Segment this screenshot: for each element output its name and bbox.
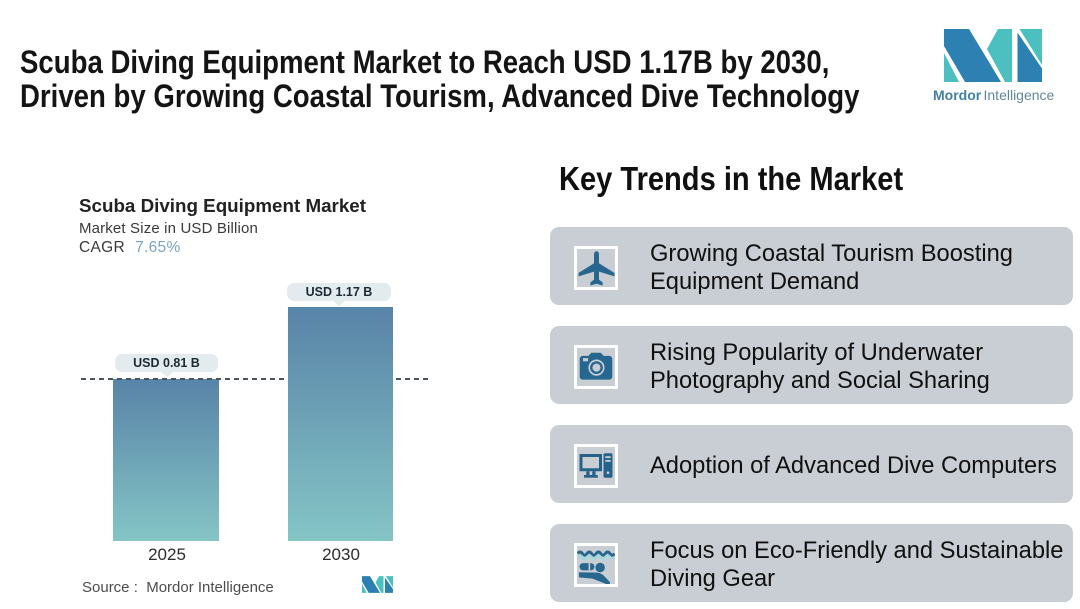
svg-text:Mordor: Mordor — [933, 87, 982, 103]
svg-text:Intelligence: Intelligence — [984, 87, 1055, 103]
